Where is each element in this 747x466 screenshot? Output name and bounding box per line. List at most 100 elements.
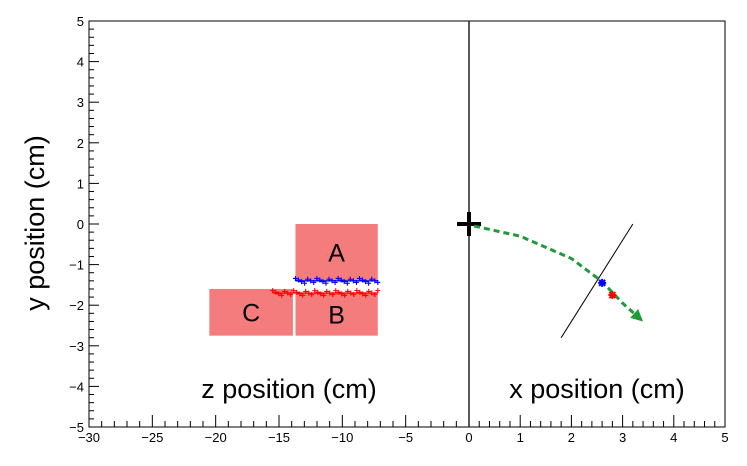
hit-marker-red	[333, 288, 339, 294]
box-label-c: C	[242, 299, 260, 327]
hit-marker-blue	[329, 278, 335, 284]
plot-frame	[88, 20, 726, 428]
hit-marker-red	[312, 288, 318, 294]
hit-marker-blue	[302, 280, 308, 286]
hit-marker-blue	[363, 279, 369, 285]
hit-marker-red	[330, 292, 336, 298]
hit-marker-blue	[372, 278, 378, 284]
x-right-tick-label: 4	[670, 430, 677, 445]
hit-marker-red	[273, 289, 279, 295]
hit-marker-blue	[311, 279, 317, 285]
hit-marker-red	[327, 290, 333, 296]
hit-marker-blue	[320, 279, 326, 285]
hit-points	[270, 275, 381, 298]
hit-marker-blue	[305, 276, 311, 282]
marker-red	[608, 291, 617, 300]
hit-marker-blue	[375, 279, 381, 285]
box-b	[295, 293, 378, 336]
hit-marker-red	[345, 288, 351, 294]
box-label-a: A	[328, 239, 345, 267]
y-tick-label: 2	[77, 136, 84, 151]
x-left-tick-label: −15	[268, 430, 290, 445]
x-right-tick-label: 3	[619, 430, 626, 445]
hit-marker-red	[375, 288, 381, 294]
x-left-tick-label: −25	[141, 430, 163, 445]
hit-marker-red	[309, 292, 315, 298]
y-tick-label: 3	[77, 95, 84, 110]
trajectory-arrowhead	[630, 308, 644, 322]
hit-marker-red	[282, 288, 288, 294]
hit-marker-blue	[350, 278, 356, 284]
hit-marker-blue	[308, 278, 314, 284]
hit-marker-red	[372, 292, 378, 298]
trajectory-line	[473, 224, 645, 323]
hit-marker-blue	[338, 277, 344, 283]
track-line	[560, 223, 634, 338]
hit-marker-red	[351, 292, 357, 298]
x-right-tick-label: 2	[568, 430, 575, 445]
hit-marker-blue	[317, 277, 323, 283]
hit-marker-red	[315, 289, 321, 295]
hit-marker-red	[294, 289, 300, 295]
hit-marker-blue	[347, 276, 353, 282]
hit-marker-red	[279, 292, 285, 298]
y-tick-label: −4	[69, 379, 84, 394]
marker-blue	[598, 278, 607, 287]
x-right-tick-label: 0	[465, 430, 472, 445]
hit-marker-blue	[296, 277, 302, 283]
hit-marker-blue	[326, 276, 332, 282]
hit-marker-red	[366, 288, 372, 294]
hit-marker-red	[363, 292, 369, 298]
y-tick-label: −1	[69, 258, 84, 273]
hit-marker-blue	[353, 279, 359, 285]
y-tick-label: −2	[69, 298, 84, 313]
detector-boxes: A B C	[209, 224, 378, 336]
y-tick-label: 4	[77, 55, 84, 70]
x-left-tick-label: −10	[331, 430, 353, 445]
hit-marker-red	[270, 288, 276, 294]
y-tick-label: 1	[77, 176, 84, 191]
hit-marker-blue	[323, 280, 329, 286]
x-axis-title-right: x position (cm)	[509, 374, 685, 404]
hit-marker-red	[303, 288, 309, 294]
hit-marker-red	[291, 288, 297, 294]
x-right-tick-label: 1	[517, 430, 524, 445]
x-left-tick-label: −20	[205, 430, 227, 445]
plot-border	[88, 20, 726, 428]
box-c	[209, 288, 293, 336]
hit-marker-blue	[344, 280, 350, 286]
hit-marker-red	[339, 291, 345, 297]
box-a	[295, 224, 378, 281]
hit-marker-blue	[341, 279, 347, 285]
y-tick-label: −3	[69, 339, 84, 354]
hit-marker-red	[336, 289, 342, 295]
hit-marker-red	[348, 290, 354, 296]
hit-marker-red	[285, 290, 291, 296]
x-axis-title-left: z position (cm)	[201, 374, 377, 404]
hit-marker-blue	[332, 279, 338, 285]
hit-marker-red	[297, 291, 303, 297]
hit-marker-red	[306, 290, 312, 296]
right-panel-marks	[457, 212, 645, 338]
hit-marker-red	[288, 292, 294, 298]
hit-marker-red	[360, 291, 366, 297]
hit-marker-red	[354, 288, 360, 294]
y-tick-label: 0	[77, 217, 84, 232]
hit-marker-blue	[299, 279, 305, 285]
hit-marker-red	[357, 289, 363, 295]
hit-marker-blue	[314, 275, 320, 281]
x-right-tick-label: 5	[721, 430, 728, 445]
hit-marker-red	[318, 291, 324, 297]
hit-marker-blue	[357, 275, 363, 281]
hit-marker-blue	[292, 275, 298, 281]
hit-marker-blue	[369, 276, 375, 282]
hit-marker-blue	[335, 275, 341, 281]
hit-marker-red	[300, 292, 306, 298]
y-tick-label: 5	[77, 14, 84, 29]
x-left-tick-label: −5	[398, 430, 413, 445]
box-label-b: B	[328, 301, 345, 329]
axis-titles: y position (cm) z position (cm) x positi…	[20, 135, 685, 404]
hit-marker-red	[321, 292, 327, 298]
